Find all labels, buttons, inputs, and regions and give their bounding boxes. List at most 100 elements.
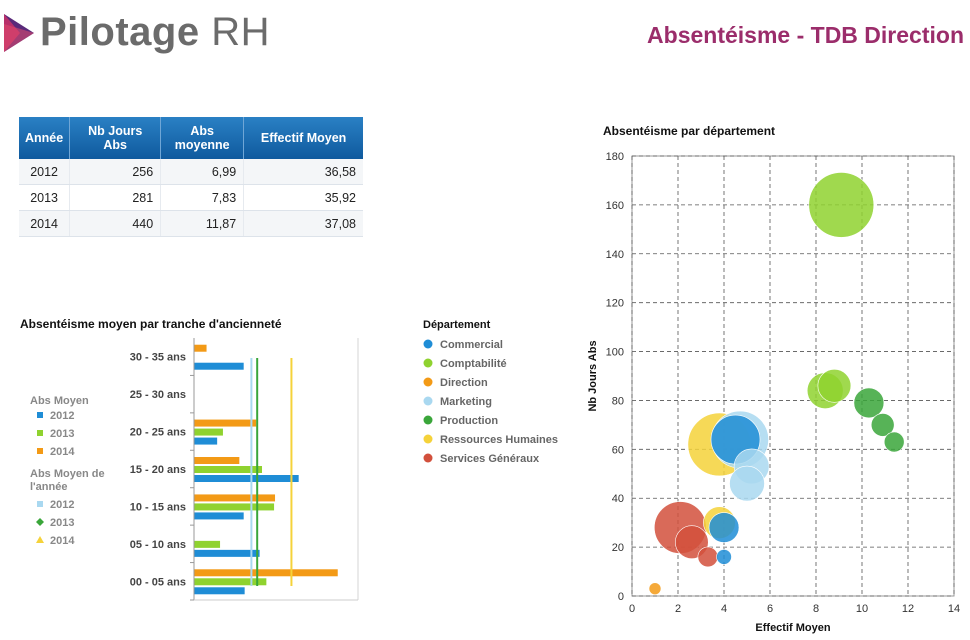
bar-2013 [194, 578, 267, 586]
col-annee: Année [19, 117, 71, 159]
legend-label: Marketing [440, 396, 492, 408]
bubble-comptabilité [808, 172, 875, 238]
bar-2012 [194, 512, 244, 520]
y-tick-label: 20 - 25 ans [130, 427, 186, 439]
y-tick-label: 25 - 30 ans [130, 389, 186, 401]
y-tick-label: 40 [612, 493, 624, 505]
logo-text: Pilotage RH [40, 10, 270, 54]
x-tick-label: 0 [629, 603, 635, 615]
table-row: 2013 281 7,83 35,92 [19, 184, 363, 211]
bubble-direction [648, 582, 662, 595]
table-row: 2012 256 6,99 36,58 [19, 159, 363, 185]
legend-lines-title: Abs Moyen de [30, 468, 105, 480]
bubble-services-généraux [697, 546, 719, 568]
legend-label: 2012 [50, 410, 74, 422]
table-cell: 2012 [19, 159, 71, 185]
x-tick-label: 12 [902, 603, 914, 615]
bubble-production [883, 431, 905, 453]
legend-label: 2014 [50, 535, 75, 547]
legend-marker [423, 396, 433, 406]
x-tick-label: 4 [721, 603, 727, 615]
table-cell: 6,99 [160, 159, 245, 185]
bar-2013 [194, 540, 221, 548]
legend-label: Commercial [440, 339, 503, 351]
bar-2014 [194, 419, 257, 427]
legend-marker [423, 377, 433, 387]
y-tick-label: 30 - 35 ans [130, 352, 186, 364]
legend-marker [37, 448, 43, 454]
legend-label: 2013 [50, 428, 74, 440]
bubble-commercial [708, 512, 740, 543]
y-tick-label: 20 [612, 542, 624, 554]
legend-label: Ressources Humaines [440, 434, 558, 446]
bar-chart-title: Absentéisme moyen par tranche d'ancienne… [20, 317, 282, 331]
legend-marker [36, 536, 44, 543]
legend-label: 2014 [50, 446, 75, 458]
bar-2014 [194, 457, 240, 464]
bubble-production [870, 413, 895, 437]
bar-2012 [194, 549, 260, 557]
table-cell: 11,87 [160, 210, 245, 237]
x-axis-label: Effectif Moyen [755, 622, 830, 634]
scatter-chart-title: Absentéisme par département [603, 124, 776, 138]
table-cell: 37,08 [243, 210, 363, 237]
y-tick-label: 60 [612, 444, 624, 456]
table-cell: 281 [69, 184, 162, 211]
table-cell: 2013 [19, 184, 71, 211]
x-tick-label: 14 [948, 603, 960, 615]
table-cell: 35,92 [243, 184, 363, 211]
y-axis-label: Nb Jours Abs [587, 340, 599, 411]
col-effectif: Effectif Moyen [243, 117, 363, 159]
bar-2013 [194, 503, 275, 511]
bubble-comptabilité [817, 368, 852, 403]
legend-marker [423, 358, 433, 368]
legend-marker [37, 430, 43, 436]
col-abs-moyenne: Abs moyenne [160, 117, 245, 159]
legend-marker [37, 412, 43, 418]
summary-table: Année Nb Jours Abs Abs moyenne Effectif … [19, 117, 363, 237]
x-tick-label: 6 [767, 603, 773, 615]
bar-2013 [194, 466, 263, 473]
x-tick-label: 10 [856, 603, 868, 615]
bar-2012 [194, 475, 299, 482]
bar-2014 [194, 494, 276, 502]
bubble-commercial [716, 549, 732, 565]
legend-marker [37, 501, 43, 507]
table-cell: 440 [69, 210, 162, 237]
x-tick-label: 2 [675, 603, 681, 615]
bar-2012 [194, 362, 244, 370]
table-cell: 36,58 [243, 159, 363, 185]
legend-marker [36, 518, 44, 526]
legend-marker [423, 339, 433, 349]
legend-label: 2013 [50, 517, 74, 529]
table-row: 2014 440 11,87 37,08 [19, 210, 363, 237]
bubble-marketing [729, 465, 765, 502]
legend-marker [423, 434, 433, 444]
legend-label: Services Généraux [440, 453, 540, 465]
y-tick-label: 140 [606, 249, 624, 261]
legend-marker [423, 415, 433, 425]
y-tick-label: 160 [606, 200, 624, 212]
y-tick-label: 180 [606, 151, 624, 163]
table-cell: 256 [69, 159, 162, 185]
legend-marker [423, 453, 433, 463]
legend-title: Département [423, 319, 491, 331]
legend-lines-title: l'année [30, 481, 67, 493]
y-tick-label: 00 - 05 ans [130, 576, 186, 588]
bar-2013 [194, 428, 223, 436]
table-cell: 7,83 [160, 184, 245, 211]
y-tick-label: 10 - 15 ans [130, 501, 186, 513]
bar-2014 [194, 344, 207, 352]
bubble-production [853, 387, 885, 419]
logo-icon [4, 14, 34, 52]
page-title: Absentéisme - TDB Direction [647, 22, 964, 48]
header: Pilotage RH Absentéisme - TDB Direction [0, 0, 970, 70]
table-cell: 2014 [19, 210, 71, 237]
legend-label: 2012 [50, 499, 74, 511]
scatter-chart: 0 2 4 6 8 10 12 14020406080100120140160180Effec… [587, 151, 960, 634]
y-tick-label: 05 - 10 ans [130, 539, 186, 551]
bar-2012 [194, 587, 245, 595]
bar-chart: 30 - 35 ans 25 - 30 ans 20 - 25 ans 15 - 20… [30, 338, 359, 601]
legend-label: Production [440, 415, 498, 427]
legend-label: Direction [440, 377, 488, 389]
